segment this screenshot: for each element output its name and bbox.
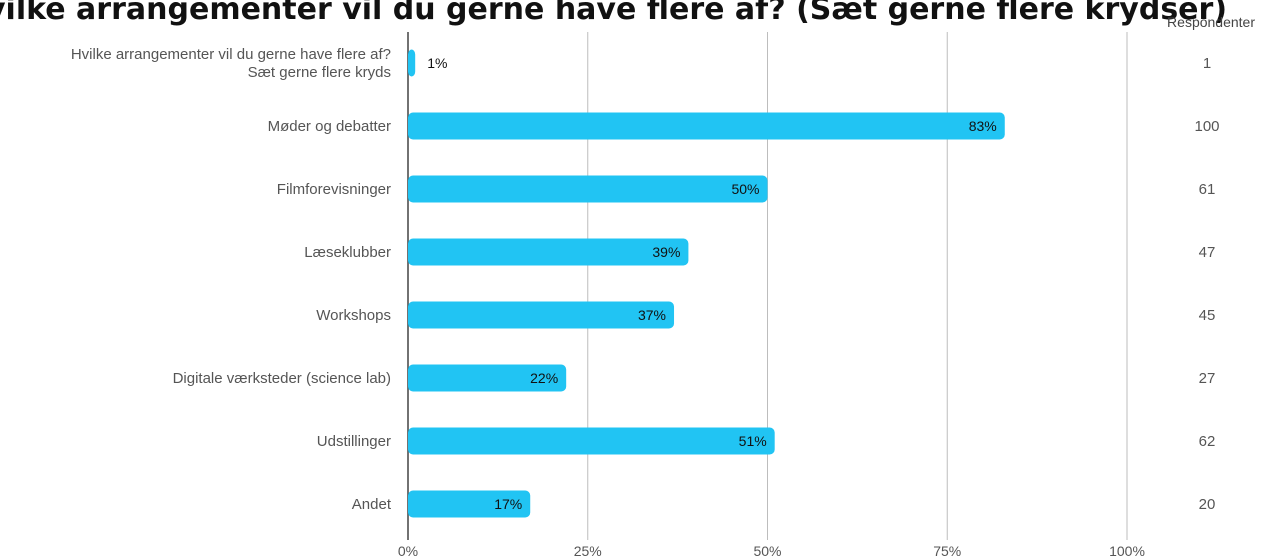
bar-5	[408, 364, 567, 392]
value-label-7: 17%	[494, 496, 522, 512]
category-label-3: Læseklubber	[304, 244, 391, 261]
category-label-7: Andet	[352, 496, 392, 513]
x-tick-label-1: 25%	[574, 543, 602, 559]
bar-1	[408, 112, 1005, 140]
respondents-count-0: 1	[1203, 55, 1211, 72]
value-label-2: 50%	[731, 181, 759, 197]
bar-3	[408, 238, 689, 266]
category-label-0-line-1: Sæt gerne flere kryds	[248, 64, 391, 81]
bar-0	[408, 49, 416, 77]
respondents-count-3: 47	[1199, 244, 1216, 261]
bar-4	[408, 301, 675, 329]
value-label-4: 37%	[638, 307, 666, 323]
bar-7	[408, 490, 531, 518]
chart-title: vilke arrangementer vil du gerne have fl…	[0, 0, 1228, 27]
respondents-count-1: 100	[1194, 118, 1219, 135]
category-label-0-line-0: Hvilke arrangementer vil du gerne have f…	[71, 46, 391, 63]
value-label-5: 22%	[530, 370, 558, 386]
x-tick-label-4: 100%	[1109, 543, 1145, 559]
x-tick-label-0: 0%	[398, 543, 418, 559]
value-label-3: 39%	[652, 244, 680, 260]
respondents-count-6: 62	[1199, 433, 1216, 450]
bar-6	[408, 427, 775, 455]
respondents-count-7: 20	[1199, 496, 1216, 513]
category-label-2: Filmforevisninger	[277, 181, 391, 198]
value-label-1: 83%	[969, 118, 997, 134]
respondents-count-5: 27	[1199, 370, 1216, 387]
category-label-4: Workshops	[316, 307, 391, 324]
x-tick-label-3: 75%	[933, 543, 961, 559]
category-label-6: Udstillinger	[317, 433, 391, 450]
bar-2	[408, 175, 768, 203]
category-label-5: Digitale værksteder (science lab)	[173, 370, 391, 387]
x-tick-label-2: 50%	[753, 543, 781, 559]
respondents-count-2: 61	[1199, 181, 1216, 198]
category-label-1: Møder og debatter	[268, 118, 391, 135]
respondents-count-4: 45	[1199, 307, 1216, 324]
value-label-0: 1%	[427, 55, 447, 71]
value-label-6: 51%	[739, 433, 767, 449]
respondents-header: Respondenter	[1167, 14, 1255, 30]
